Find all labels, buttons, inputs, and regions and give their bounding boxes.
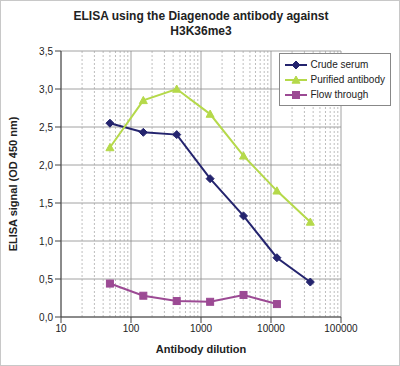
svg-text:1,5: 1,5 (39, 198, 53, 209)
html-text:Purified antibody: Purified antibody (310, 74, 385, 85)
svg-text:2,5: 2,5 (39, 122, 53, 133)
html-text:Flow through: Flow through (310, 89, 369, 100)
svg-text:0,0: 0,0 (39, 312, 53, 323)
svg-text:2,0: 2,0 (39, 160, 53, 171)
svg-text:ELISA signal (OD 450 nm): ELISA signal (OD 450 nm) (8, 116, 19, 251)
svg-text:10000: 10000 (257, 323, 285, 334)
svg-text:3,5: 3,5 (39, 46, 53, 57)
svg-text:1,0: 1,0 (39, 236, 53, 247)
svg-text:10: 10 (55, 323, 67, 334)
html-text:ELISA using the Diagenode anti: ELISA using the Diagenode antibody again… (73, 9, 329, 38)
svg-text:100: 100 (123, 323, 140, 334)
svg-text:100000: 100000 (324, 323, 358, 334)
svg-text:0,5: 0,5 (39, 274, 53, 285)
svg-text:Antibody dilution: Antibody dilution (156, 343, 247, 355)
svg-text:3,0: 3,0 (39, 84, 53, 95)
svg-text:1000: 1000 (190, 323, 213, 334)
html-text:Crude serum: Crude serum (310, 59, 369, 70)
